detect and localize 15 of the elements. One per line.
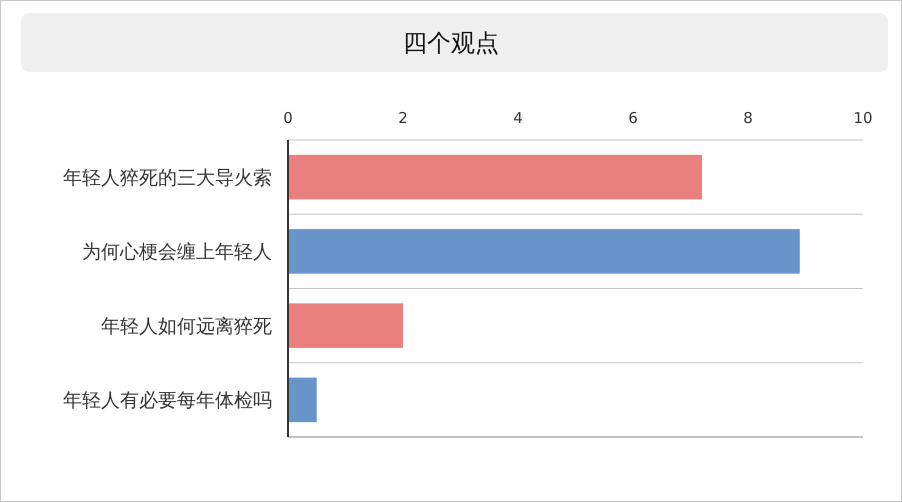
x-tick-label: 2 bbox=[398, 109, 408, 127]
x-tick-label: 8 bbox=[743, 109, 753, 127]
x-tick-label: 0 bbox=[283, 109, 293, 127]
bar bbox=[288, 229, 800, 274]
bar bbox=[288, 154, 702, 200]
y-tick-label: 为何心梗会缠上年轻人 bbox=[82, 241, 272, 264]
y-tick-label: 年轻人猝死的三大导火索 bbox=[63, 166, 272, 189]
x-tick-label: 6 bbox=[628, 109, 638, 127]
x-tick-label: 10 bbox=[853, 109, 873, 127]
chart-title: 四个观点 bbox=[403, 29, 499, 57]
bar bbox=[288, 303, 403, 348]
y-tick-label: 年轻人如何远离猝死 bbox=[101, 315, 272, 338]
x-tick-label: 4 bbox=[513, 109, 523, 127]
bar bbox=[288, 378, 317, 422]
y-tick-label: 年轻人有必要每年体检吗 bbox=[63, 390, 272, 412]
